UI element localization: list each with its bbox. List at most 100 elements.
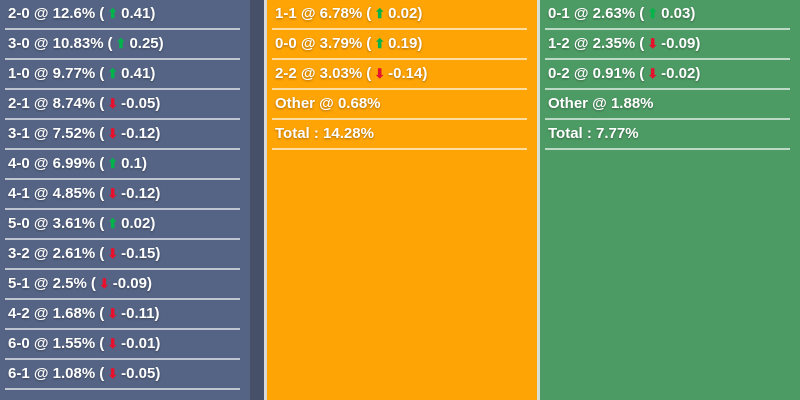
change-value: -0.01 — [121, 335, 156, 352]
at-separator: @ — [29, 155, 53, 172]
score-row: 3-1 @ 7.52%(⬇ -0.12) — [5, 120, 240, 150]
open-paren: ( — [99, 125, 105, 142]
score-label: 4-0 — [8, 155, 30, 172]
open-paren: ( — [366, 5, 372, 22]
score-row: Other @ 0.68% — [272, 90, 527, 120]
change-value: 0.02 — [121, 215, 151, 232]
away-scores-panel: 0-1 @ 2.63%(⬆ 0.03) 1-2 @ 2.35%(⬇ -0.09) 0-2… — [537, 0, 800, 400]
probability-value: 6.99% — [52, 155, 96, 172]
open-paren: ( — [99, 95, 105, 112]
close-paren: ) — [150, 215, 156, 232]
open-paren: ( — [639, 35, 645, 52]
at-separator: @ — [29, 335, 53, 352]
close-paren: ) — [150, 65, 156, 82]
change-value: -0.12 — [121, 185, 156, 202]
arrow-up-icon: ⬆ — [115, 36, 127, 51]
row-label: Other @ 0.68% — [275, 95, 381, 112]
open-paren: ( — [99, 185, 105, 202]
score-row: 3-0 @ 10.83%(⬆ 0.25) — [5, 30, 240, 60]
probability-value: 12.6% — [52, 5, 96, 22]
score-label: 6-0 — [8, 335, 30, 352]
close-paren: ) — [155, 125, 161, 142]
score-row: 1-0 @ 9.77%(⬆ 0.41) — [5, 60, 240, 90]
score-row: 4-1 @ 4.85%(⬇ -0.12) — [5, 180, 240, 210]
draw-scores-panel: 1-1 @ 6.78%(⬆ 0.02) 0-0 @ 3.79%(⬆ 0.19) 2-2 … — [264, 0, 537, 400]
score-label: 4-2 — [8, 305, 30, 322]
at-separator: @ — [29, 35, 53, 52]
close-paren: ) — [155, 245, 161, 262]
home-scores-panel: 2-0 @ 12.6%(⬆ 0.41) 3-0 @ 10.83%(⬆ 0.25) 1-0… — [0, 0, 250, 400]
close-paren: ) — [158, 35, 164, 52]
score-label: 6-1 — [8, 365, 30, 382]
change-value: -0.05 — [121, 365, 156, 382]
probability-value: 1.55% — [52, 335, 96, 352]
arrow-up-icon: ⬆ — [107, 66, 119, 81]
score-row: 0-2 @ 0.91%(⬇ -0.02) — [545, 60, 790, 90]
score-label: 0-2 — [548, 65, 570, 82]
change-value: -0.05 — [121, 95, 156, 112]
at-separator: @ — [29, 5, 53, 22]
score-row: 3-2 @ 2.61%(⬇ -0.15) — [5, 240, 240, 270]
score-row: Other @ 1.88% — [545, 90, 790, 120]
open-paren: ( — [366, 65, 372, 82]
probability-value: 1.68% — [52, 305, 96, 322]
arrow-up-icon: ⬆ — [107, 156, 119, 171]
change-value: -0.11 — [121, 305, 155, 322]
score-label: 0-1 — [548, 5, 570, 22]
change-value: -0.02 — [661, 65, 696, 82]
open-paren: ( — [99, 5, 105, 22]
arrow-up-icon: ⬆ — [374, 6, 386, 21]
score-label: 3-1 — [8, 125, 30, 142]
score-label: 2-2 — [275, 65, 297, 82]
score-label: 3-0 — [8, 35, 30, 52]
open-paren: ( — [639, 5, 645, 22]
at-separator: @ — [296, 5, 320, 22]
score-row: 6-0 @ 1.55%(⬇ -0.01) — [5, 330, 240, 360]
row-label: Other @ 1.88% — [548, 95, 654, 112]
arrow-down-icon: ⬇ — [107, 96, 119, 111]
row-label: Total : 7.77% — [548, 125, 639, 142]
open-paren: ( — [107, 35, 113, 52]
score-row: 2-2 @ 3.03%(⬇ -0.14) — [272, 60, 527, 90]
score-row: 0-1 @ 2.63%(⬆ 0.03) — [545, 0, 790, 30]
score-row: 4-2 @ 1.68%(⬇ -0.11) — [5, 300, 240, 330]
close-paren: ) — [422, 65, 428, 82]
arrow-down-icon: ⬇ — [647, 36, 659, 51]
change-value: 0.03 — [661, 5, 691, 22]
probability-value: 7.52% — [52, 125, 96, 142]
change-value: 0.41 — [121, 65, 151, 82]
close-paren: ) — [146, 275, 152, 292]
arrow-up-icon: ⬆ — [107, 6, 119, 21]
at-separator: @ — [29, 95, 53, 112]
open-paren: ( — [99, 335, 105, 352]
arrow-down-icon: ⬇ — [98, 276, 110, 291]
at-separator: @ — [29, 215, 53, 232]
score-label: 5-0 — [8, 215, 30, 232]
open-paren: ( — [99, 215, 105, 232]
change-value: -0.12 — [121, 125, 156, 142]
arrow-down-icon: ⬇ — [107, 186, 119, 201]
close-paren: ) — [155, 365, 161, 382]
probability-value: 3.03% — [319, 65, 363, 82]
close-paren: ) — [417, 5, 423, 22]
at-separator: @ — [296, 65, 320, 82]
probability-value: 8.74% — [52, 95, 96, 112]
arrow-down-icon: ⬇ — [647, 66, 659, 81]
at-separator: @ — [569, 65, 593, 82]
arrow-up-icon: ⬆ — [374, 36, 386, 51]
close-paren: ) — [155, 185, 161, 202]
arrow-down-icon: ⬇ — [107, 306, 119, 321]
change-value: 0.25 — [129, 35, 159, 52]
score-label: 2-1 — [8, 95, 30, 112]
score-label: 2-0 — [8, 5, 30, 22]
change-value: -0.15 — [121, 245, 156, 262]
score-row: 1-2 @ 2.35%(⬇ -0.09) — [545, 30, 790, 60]
at-separator: @ — [569, 5, 593, 22]
score-row: 0-0 @ 3.79%(⬆ 0.19) — [272, 30, 527, 60]
change-value: -0.09 — [112, 275, 147, 292]
score-row: 5-1 @ 2.5%(⬇ -0.09) — [5, 270, 240, 300]
open-paren: ( — [90, 275, 96, 292]
arrow-down-icon: ⬇ — [107, 336, 119, 351]
arrow-down-icon: ⬇ — [107, 246, 119, 261]
probability-value: 1.08% — [52, 365, 96, 382]
